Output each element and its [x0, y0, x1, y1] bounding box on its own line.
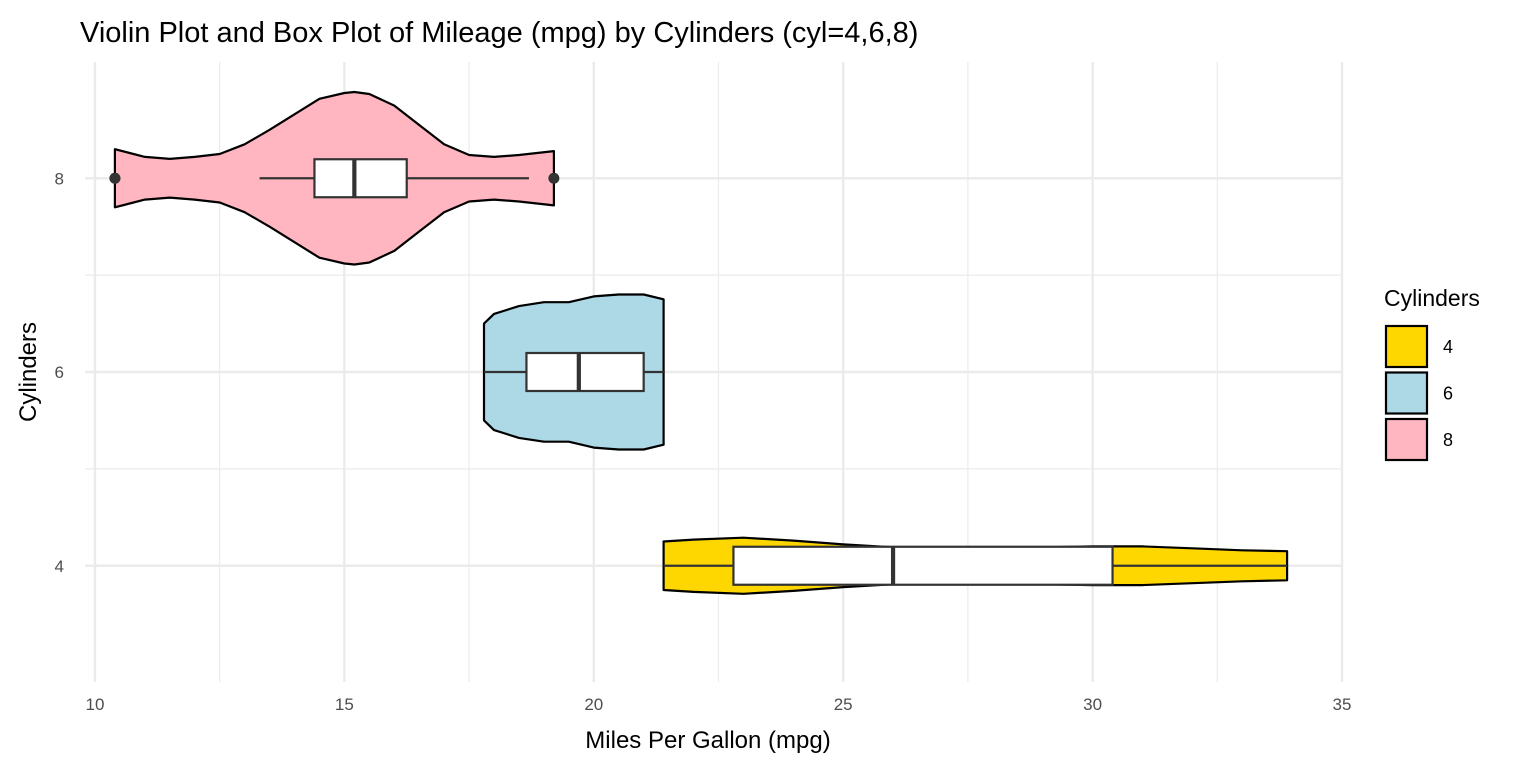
y-tick-label: 4: [55, 557, 64, 576]
x-tick-label: 20: [584, 695, 603, 714]
legend-key-8: [1384, 417, 1429, 462]
x-tick-label: 25: [834, 695, 853, 714]
x-tick-label: 30: [1083, 695, 1102, 714]
y-tick-label: 8: [55, 169, 64, 188]
legend-label-4: 4: [1443, 337, 1453, 357]
tick-labels: 10 15 20 25 30 35 4 6 8: [55, 169, 1352, 714]
legend-label-8: 8: [1443, 430, 1453, 450]
x-tick-label: 10: [86, 695, 105, 714]
violin-layer: [109, 90, 1289, 595]
box-cyl-4: [732, 545, 1114, 586]
legend-label-6: 6: [1443, 384, 1453, 404]
x-tick-label: 35: [1333, 695, 1352, 714]
outlier-point: [548, 172, 560, 184]
box-cyl-6: [525, 351, 645, 393]
x-tick-label: 15: [335, 695, 354, 714]
y-axis-title: Cylinders: [15, 322, 42, 422]
legend-key-6: [1384, 371, 1429, 415]
y-tick-label: 6: [55, 363, 64, 382]
box-cyl-8: [313, 158, 408, 199]
legend-title: Cylinders: [1384, 285, 1480, 311]
legend: Cylinders 4 6 8: [1384, 285, 1480, 462]
outlier-point: [109, 172, 121, 184]
chart-title: Violin Plot and Box Plot of Mileage (mpg…: [80, 17, 918, 49]
x-axis-title: Miles Per Gallon (mpg): [585, 727, 830, 754]
legend-key-4: [1384, 324, 1429, 369]
